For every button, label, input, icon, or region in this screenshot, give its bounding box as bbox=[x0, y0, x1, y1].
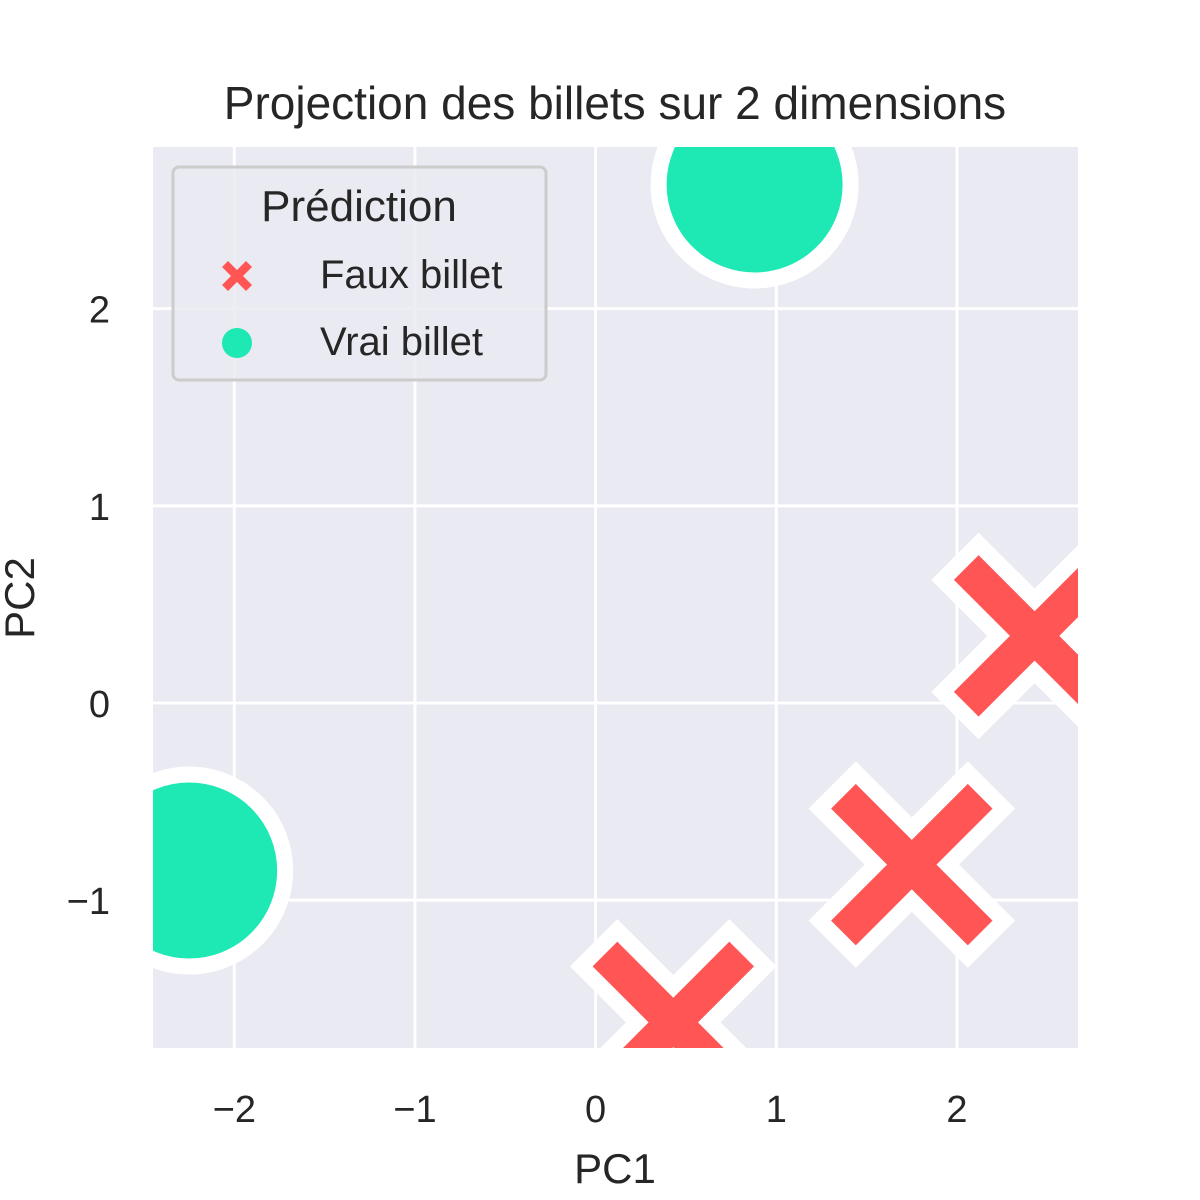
circle-marker-icon bbox=[222, 328, 252, 358]
x-tick-label: 2 bbox=[946, 1089, 967, 1131]
legend-label-vrai-billet: Vrai billet bbox=[320, 320, 483, 364]
chart-title: Projection des billets sur 2 dimensions bbox=[224, 77, 1006, 129]
faux-billet-point bbox=[569, 919, 777, 1048]
legend-box bbox=[171, 165, 548, 382]
y-tick-label: 0 bbox=[89, 684, 110, 726]
tick-labels: −2 −1 0 1 2 −1 0 1 2 bbox=[67, 290, 968, 1131]
vrai-billet-point bbox=[153, 766, 294, 975]
legend-label-faux-billet: Faux billet bbox=[320, 253, 502, 297]
legend-marker-faux-billet bbox=[222, 261, 252, 291]
y-tick-label: 1 bbox=[89, 487, 110, 529]
x-tick-label: 0 bbox=[585, 1089, 606, 1131]
vrai-billet-point bbox=[650, 147, 859, 289]
x-marker-icon bbox=[222, 261, 252, 291]
x-tick-label: 1 bbox=[766, 1089, 787, 1131]
legend-title: Prédiction bbox=[261, 182, 457, 231]
y-axis-label: PC2 bbox=[0, 557, 43, 639]
data-points bbox=[153, 147, 1078, 1048]
x-axis-label: PC1 bbox=[574, 1145, 656, 1192]
faux-billet-point bbox=[808, 761, 1016, 968]
legend-marker-vrai-billet bbox=[222, 328, 252, 358]
y-tick-label: 2 bbox=[89, 290, 110, 332]
legend: Prédiction Faux billet Vrai billet bbox=[171, 165, 548, 382]
x-tick-label: −2 bbox=[213, 1089, 256, 1131]
x-tick-label: −1 bbox=[393, 1089, 436, 1131]
y-tick-label: −1 bbox=[67, 881, 110, 923]
faux-billet-point bbox=[931, 532, 1078, 740]
